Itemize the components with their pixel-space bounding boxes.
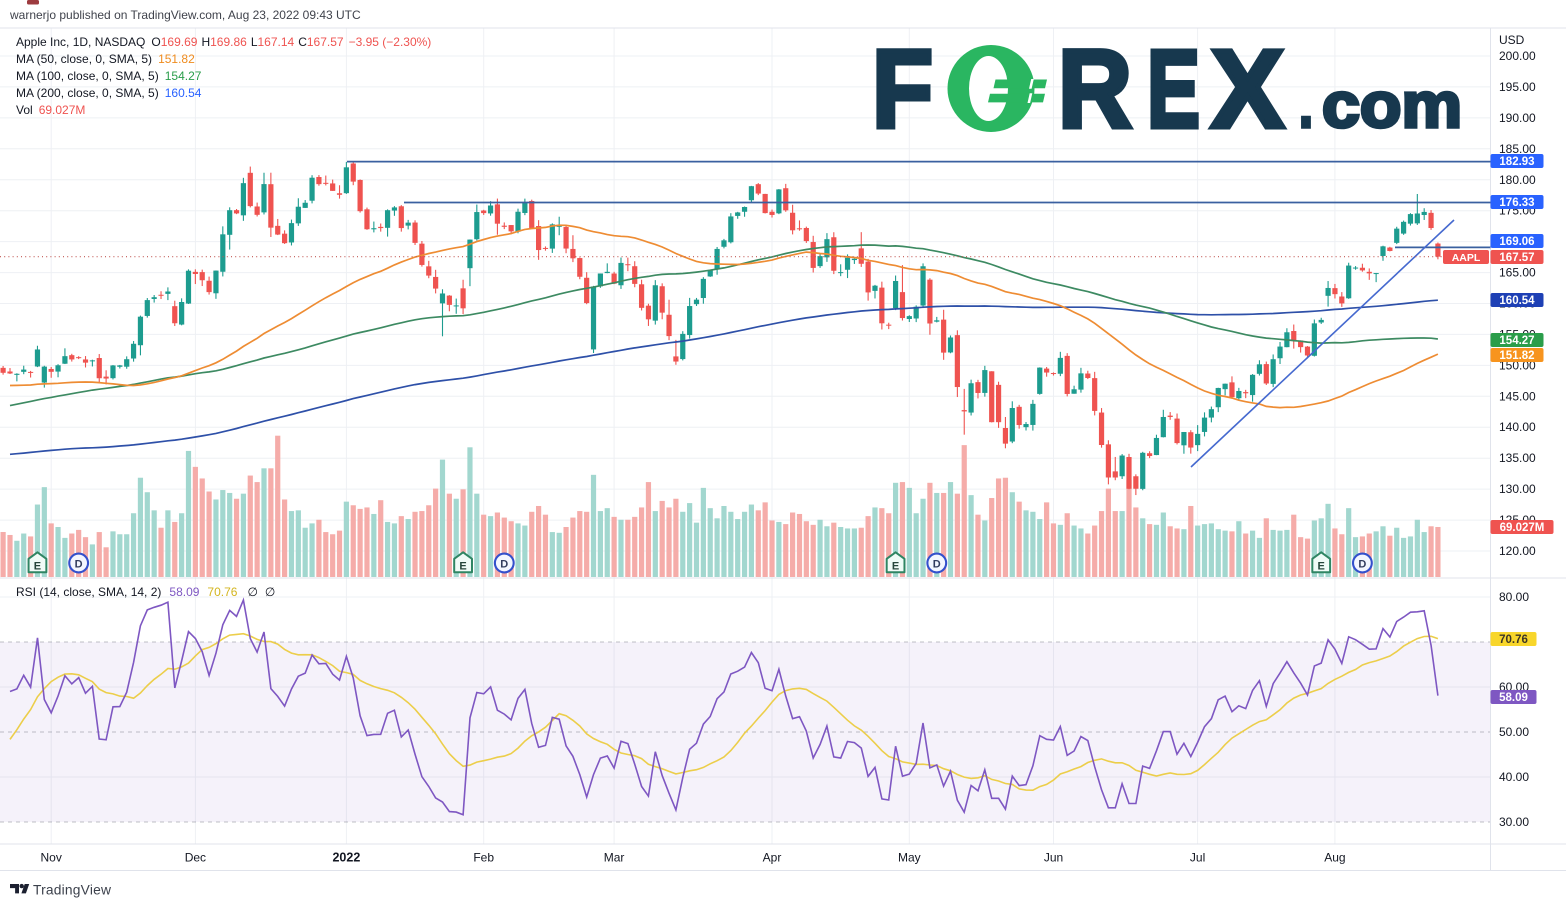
- svg-text:135.00: 135.00: [1499, 451, 1536, 465]
- svg-text:70.76: 70.76: [1499, 634, 1528, 646]
- svg-text:E: E: [892, 561, 899, 573]
- svg-text:warnerjo published on TradingV: warnerjo published on TradingView.com, A…: [9, 8, 361, 22]
- svg-text:151.82: 151.82: [1499, 350, 1534, 362]
- svg-text:TradingView: TradingView: [33, 883, 111, 898]
- svg-text:X: X: [1211, 28, 1284, 151]
- svg-text:182.93: 182.93: [1499, 156, 1534, 168]
- svg-text:50.00: 50.00: [1499, 725, 1529, 739]
- svg-text:2022: 2022: [332, 851, 360, 865]
- svg-text:167.57: 167.57: [1499, 252, 1534, 264]
- svg-text:Dec: Dec: [185, 851, 206, 865]
- svg-text:185.00: 185.00: [1499, 142, 1536, 156]
- svg-text:40.00: 40.00: [1499, 770, 1529, 784]
- svg-text:169.06: 169.06: [1499, 236, 1534, 248]
- svg-text:Nov: Nov: [41, 851, 62, 865]
- svg-text:165.00: 165.00: [1499, 266, 1536, 280]
- svg-text:69.027M: 69.027M: [1500, 522, 1545, 534]
- svg-text:130.00: 130.00: [1499, 482, 1536, 496]
- svg-text:F: F: [872, 28, 933, 151]
- svg-text:E: E: [1318, 561, 1325, 573]
- svg-text:Jun: Jun: [1044, 851, 1063, 865]
- svg-text:Feb: Feb: [473, 851, 494, 865]
- svg-text:MA (100, close, 0, SMA, 5)154.: MA (100, close, 0, SMA, 5) 154.27: [16, 69, 202, 83]
- svg-text:154.27: 154.27: [1499, 335, 1534, 347]
- svg-text:RSI (14, close, SMA, 14, 2)58.: RSI (14, close, SMA, 14, 2) 58.09 70.76 ∅ ∅: [16, 585, 275, 599]
- svg-text:com: com: [1322, 69, 1462, 141]
- svg-text:30.00: 30.00: [1499, 815, 1529, 829]
- svg-text:Apr: Apr: [763, 851, 782, 865]
- svg-text:176.33: 176.33: [1499, 197, 1534, 209]
- svg-text:180.00: 180.00: [1499, 173, 1536, 187]
- svg-text:D: D: [75, 559, 83, 571]
- svg-text:Aug: Aug: [1324, 851, 1345, 865]
- svg-text:58.09: 58.09: [1499, 692, 1528, 704]
- svg-text:80.00: 80.00: [1499, 590, 1529, 604]
- svg-text:E: E: [1147, 28, 1200, 151]
- svg-text:120.00: 120.00: [1499, 544, 1536, 558]
- svg-text:200.00: 200.00: [1499, 49, 1536, 63]
- svg-text:D: D: [500, 559, 508, 571]
- svg-text:E: E: [34, 561, 41, 573]
- svg-text:Mar: Mar: [604, 851, 625, 865]
- svg-text:140.00: 140.00: [1499, 420, 1536, 434]
- svg-text:MA (50, close, 0, SMA, 5)151.8: MA (50, close, 0, SMA, 5) 151.82: [16, 52, 195, 66]
- svg-text:145.00: 145.00: [1499, 389, 1536, 403]
- svg-text:.: .: [1299, 69, 1313, 141]
- svg-text:D: D: [1358, 559, 1366, 571]
- svg-text:USD: USD: [1499, 33, 1525, 47]
- svg-text:MA (200, close, 0, SMA, 5)160.: MA (200, close, 0, SMA, 5) 160.54: [16, 86, 202, 100]
- svg-text:R: R: [1058, 28, 1132, 151]
- svg-text:Jul: Jul: [1190, 851, 1205, 865]
- svg-text:160.54: 160.54: [1499, 295, 1535, 307]
- svg-text:May: May: [898, 851, 921, 865]
- svg-text:195.00: 195.00: [1499, 80, 1536, 94]
- svg-text:AAPL: AAPL: [1452, 252, 1481, 264]
- svg-text:D: D: [933, 559, 941, 571]
- svg-text:190.00: 190.00: [1499, 111, 1536, 125]
- svg-text:E: E: [459, 561, 466, 573]
